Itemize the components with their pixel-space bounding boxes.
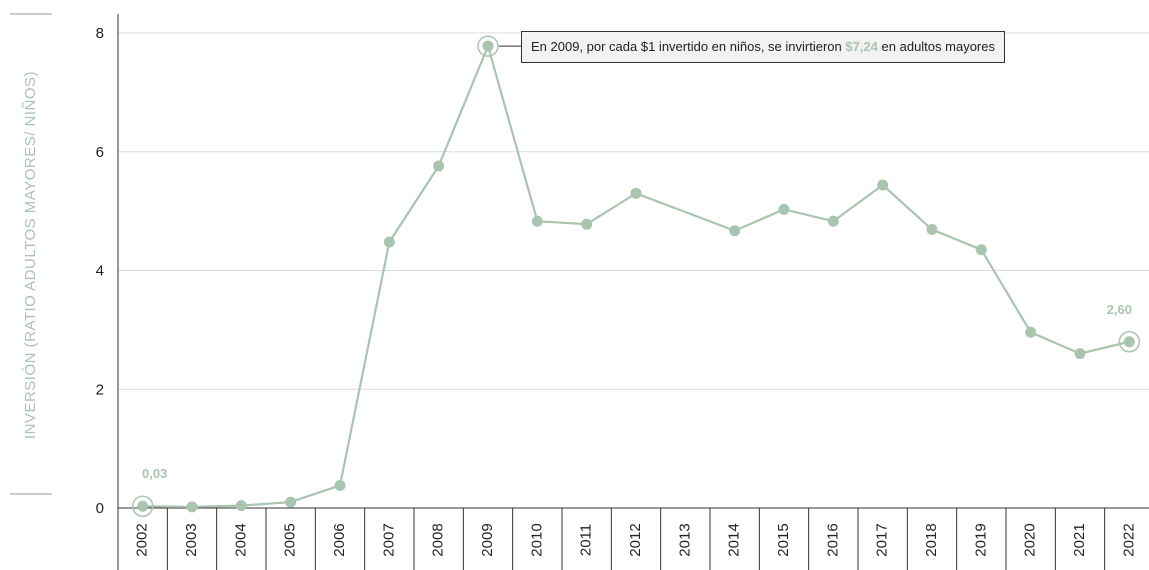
data-point [975, 244, 987, 256]
data-point [482, 40, 494, 52]
x-tick-label: 2022 [1120, 523, 1137, 556]
x-tick-label: 2004 [232, 523, 249, 556]
data-point [235, 500, 247, 512]
data-point [1025, 326, 1037, 338]
data-point [827, 215, 839, 227]
annotation-text-after: en adultos mayores [877, 39, 995, 54]
data-point [285, 496, 297, 508]
x-tick-label: 2008 [430, 523, 447, 556]
data-point [1123, 336, 1135, 348]
x-tick-label: 2017 [874, 523, 891, 556]
highlight-ring [477, 35, 499, 57]
annotation-highlight: $7,24 [845, 39, 878, 54]
x-tick-label: 2013 [676, 523, 693, 556]
y-tick-label: 0 [96, 500, 104, 517]
data-point [926, 224, 938, 236]
data-point [581, 218, 593, 230]
data-point [778, 203, 790, 215]
annotation-callout: En 2009, por cada $1 invertido en niños,… [521, 31, 1005, 63]
x-tick-label: 2015 [775, 523, 792, 556]
x-tick-label: 2021 [1071, 523, 1088, 556]
x-tick-label: 2003 [183, 523, 200, 556]
data-point [137, 500, 149, 512]
series-line [142, 42, 1130, 508]
x-tick-label: 2005 [282, 523, 299, 556]
data-label: 2,60 [1107, 302, 1132, 317]
x-tick-label: 2014 [726, 523, 743, 556]
highlight-ring [1118, 331, 1141, 353]
x-tick-label: 2007 [380, 523, 397, 556]
y-tick-label: 6 [96, 144, 104, 161]
data-point [433, 160, 445, 172]
data-point [729, 225, 741, 237]
x-tick-label: 2018 [923, 523, 940, 556]
x-tick-label: 2011 [578, 524, 595, 556]
x-tick-label: 2012 [627, 523, 644, 556]
x-tick-label: 2019 [972, 523, 989, 556]
data-point [383, 236, 395, 248]
x-tick-label: 2010 [528, 523, 545, 556]
data-label: 0,03 [142, 466, 167, 481]
y-tick-label: 8 [96, 25, 104, 42]
x-tick-label: 2006 [331, 523, 348, 556]
data-point [1074, 348, 1086, 360]
x-tick-label: 2016 [824, 523, 841, 556]
x-tick-label: 2020 [1022, 523, 1039, 556]
y-tick-label: 4 [96, 263, 104, 280]
data-point [334, 479, 346, 491]
data-point [186, 501, 198, 513]
annotation-text-before: En 2009, por cada $1 invertido en niños,… [531, 39, 846, 54]
data-point [630, 187, 642, 199]
highlight-ring [131, 495, 154, 517]
x-tick-label: 2009 [479, 523, 496, 556]
data-point [531, 215, 543, 227]
data-point [877, 179, 889, 191]
y-tick-label: 2 [96, 381, 104, 398]
x-tick-label: 2002 [134, 523, 151, 556]
